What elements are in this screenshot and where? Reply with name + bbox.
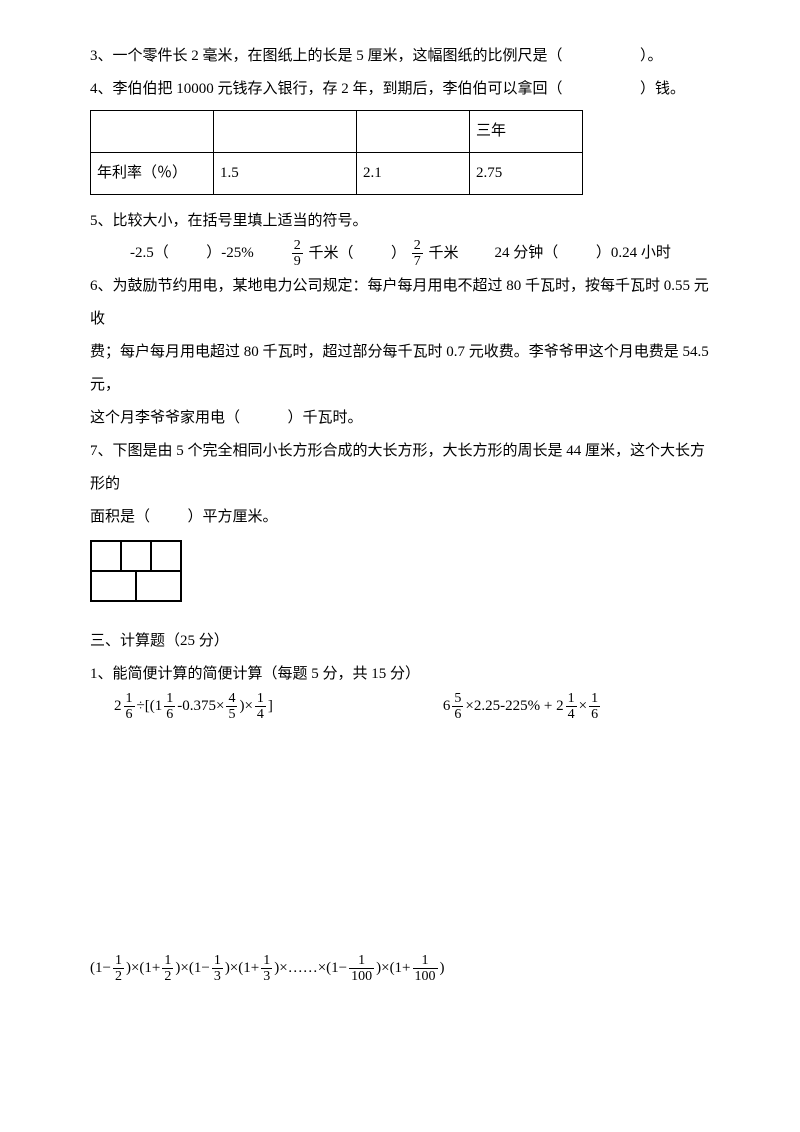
equations-row: 2 1 6 ÷[(1 1 6 -0.375× 4 5 )× 1 4 ]	[114, 691, 710, 723]
q5b: 2 9 千米（ ） 2 7 千米	[290, 238, 459, 270]
question-4: 4、李伯伯把 10000 元钱存入银行，存 2 年，到期后，李伯伯可以拿回（ ）…	[90, 73, 710, 106]
question-6-line3: 这个月李爷爷家用电（ ）千瓦时。	[90, 402, 710, 435]
question-3: 3、一个零件长 2 毫米，在图纸上的长是 5 厘米，这幅图纸的比例尺是（ ）。	[90, 40, 710, 73]
fraction: 2 9	[292, 238, 303, 270]
fraction: 2 7	[412, 238, 423, 270]
fraction: 1 6	[589, 691, 600, 723]
q5c-right: ）0.24 小时	[596, 245, 671, 261]
section-3-sub1: 1、能简便计算的简便计算（每题 5 分，共 15 分）	[90, 658, 710, 691]
interest-rate-table: 三年 年利率（％） 1.5 2.1 2.75	[90, 110, 583, 195]
fraction: 1 3	[261, 953, 272, 985]
fraction: 5 6	[452, 691, 463, 723]
question-7-line2: 面积是（ ）平方厘米。	[90, 501, 710, 534]
mixed-number: 2 1 6	[114, 691, 137, 723]
question-6-line1: 6、为鼓励节约用电，某地电力公司规定：每户每月用电不超过 80 千瓦时，按每千瓦…	[90, 270, 710, 336]
q3-end: ）。	[640, 48, 663, 64]
q5a-right: ）-25%	[206, 245, 254, 261]
fraction: 1 3	[212, 953, 223, 985]
fraction: 1 2	[162, 953, 173, 985]
fraction: 1 4	[566, 691, 577, 723]
q5b-unit2: 千米	[429, 245, 459, 261]
cell: 2.1	[357, 153, 470, 195]
section-3-title: 三、计算题（25 分）	[90, 625, 710, 658]
q3-text: 3、一个零件长 2 毫米，在图纸上的长是 5 厘米，这幅图纸的比例尺是（	[90, 48, 563, 64]
cell: 2.75	[470, 153, 583, 195]
cell: 年利率（％）	[91, 153, 214, 195]
question-5: 5、比较大小，在括号里填上适当的符号。	[90, 205, 710, 238]
q5-comparisons: -2.5（ ）-25% 2 9 千米（ ） 2 7 千米 24 分钟（ ）0.2…	[130, 238, 710, 270]
mixed-number: 6 5 6	[443, 691, 466, 723]
equation-3: (1− 1 2 )×(1+ 1 2 )×(1− 1 3 )×(1+ 1 3 )×…	[90, 953, 710, 985]
cell	[214, 111, 357, 153]
q5a-left: -2.5（	[130, 245, 169, 261]
fraction: 1 4	[255, 691, 266, 723]
table-row: 年利率（％） 1.5 2.1 2.75	[91, 153, 583, 195]
table-row: 三年	[91, 111, 583, 153]
q5c: 24 分钟（ ）0.24 小时	[495, 243, 671, 264]
fraction: 1 6	[164, 691, 175, 723]
fraction: 1 100	[413, 953, 438, 985]
fraction: 1 6	[124, 691, 135, 723]
q5b-unit1: 千米（	[309, 245, 354, 261]
q7b-end: ）平方厘米。	[188, 509, 278, 525]
q7b-text: 面积是（	[90, 509, 150, 525]
q4-end: ）钱。	[640, 81, 685, 97]
q5a: -2.5（ ）-25%	[130, 243, 254, 264]
q5c-left: 24 分钟（	[495, 245, 559, 261]
fraction: 1 2	[113, 953, 124, 985]
q6c-text: 这个月李爷爷家用电（	[90, 410, 240, 426]
q6c-end: ）千瓦时。	[288, 410, 363, 426]
equation-2: 6 5 6 ×2.25-225% + 2 1 4 × 1 6	[443, 691, 602, 723]
worksheet-page: 3、一个零件长 2 毫米，在图纸上的长是 5 厘米，这幅图纸的比例尺是（ ）。 …	[0, 0, 800, 1132]
cell	[357, 111, 470, 153]
question-7-line1: 7、下图是由 5 个完全相同小长方形合成的大长方形，大长方形的周长是 44 厘米…	[90, 435, 710, 501]
equation-1: 2 1 6 ÷[(1 1 6 -0.375× 4 5 )× 1 4 ]	[114, 691, 273, 723]
question-6-line2: 费；每户每月用电超过 80 千瓦时，超过部分每千瓦时 0.7 元收费。李爷爷甲这…	[90, 336, 710, 402]
fraction: 4 5	[226, 691, 237, 723]
cell: 三年	[470, 111, 583, 153]
rectangle-diagram	[90, 540, 182, 602]
q4-text: 4、李伯伯把 10000 元钱存入银行，存 2 年，到期后，李伯伯可以拿回（	[90, 81, 563, 97]
cell	[91, 111, 214, 153]
fraction: 1 100	[349, 953, 374, 985]
cell: 1.5	[214, 153, 357, 195]
q5b-mid: ）	[391, 245, 406, 261]
